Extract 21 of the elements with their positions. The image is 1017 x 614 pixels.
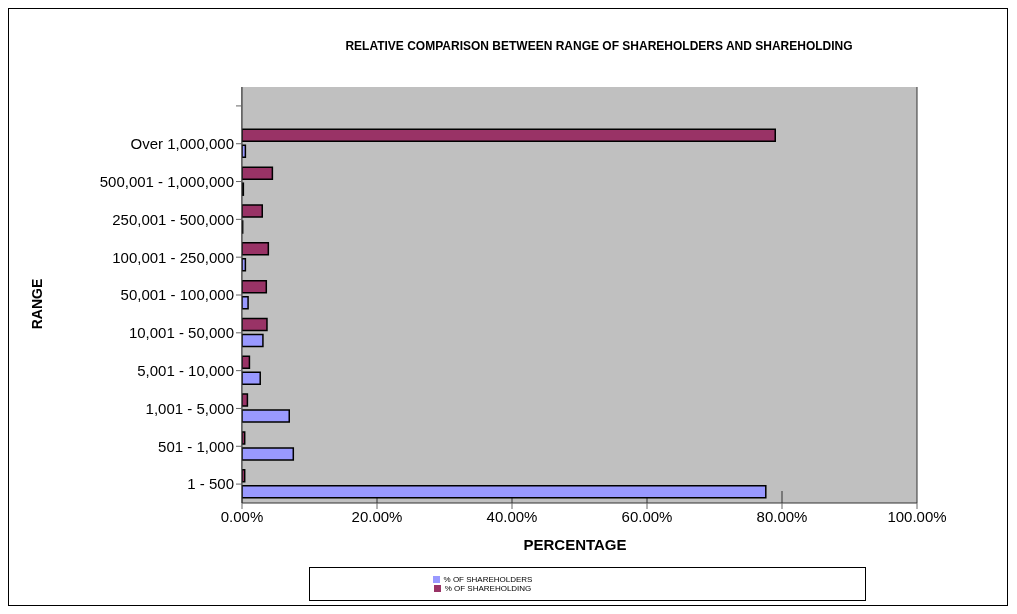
x-tick-label: 0.00%	[220, 507, 264, 525]
legend-label: % OF SHAREHOLDING	[444, 584, 532, 593]
y-tick-label: 100,001 - 250,000	[112, 248, 234, 266]
x-axis-title: PERCENTAGE	[522, 536, 628, 553]
y-axis-title: RANGE	[29, 278, 45, 330]
y-tick-label: 500,001 - 1,000,000	[99, 172, 234, 190]
x-tick-label: 40.00%	[486, 507, 538, 525]
y-tick-label: 10,001 - 50,000	[128, 324, 234, 342]
y-tick-label: 1 - 500	[187, 475, 234, 493]
y-tick-label: 1,001 - 5,000	[145, 399, 234, 417]
x-tick-label: 80.00%	[756, 507, 808, 525]
y-tick-label: 501 - 1,000	[158, 437, 234, 455]
y-tick-label: 50,001 - 100,000	[120, 286, 234, 304]
chart-title: RELATIVE COMPARISON BETWEEN RANGE OF SHAREHOLDERS AND SHAREHOLDING	[344, 39, 854, 53]
x-tick-label: 20.00%	[351, 507, 403, 525]
x-tick-label: 100.00%	[887, 507, 947, 525]
y-tick-label: 250,001 - 500,000	[112, 210, 234, 228]
y-tick-label: 5,001 - 10,000	[137, 361, 234, 379]
x-tick-label: 60.00%	[621, 507, 673, 525]
y-tick-label: Over 1,000,000	[130, 135, 234, 153]
legend-label: % OF SHAREHOLDERS	[443, 575, 533, 584]
